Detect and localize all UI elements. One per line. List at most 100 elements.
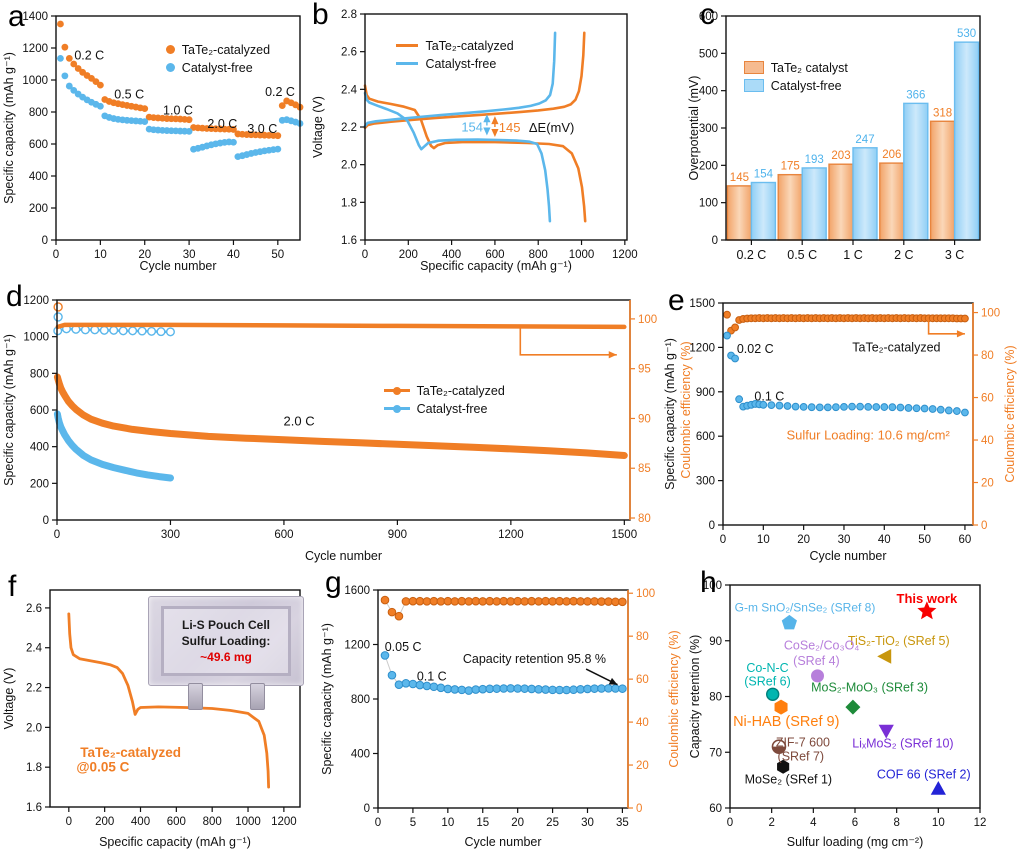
svg-text:0.2 C: 0.2 C [736, 248, 766, 262]
svg-text:1.8: 1.8 [26, 762, 42, 774]
svg-text:95: 95 [638, 364, 651, 376]
bar-value-label: 203 [831, 150, 850, 162]
legend: TaTe₂ catalyst Catalyst-free [743, 61, 848, 93]
legend-item: Catalyst-free [383, 402, 505, 416]
pouch-loading-value: ~49.6 mg [200, 649, 252, 664]
legend-marker [743, 79, 764, 93]
svg-text:0: 0 [709, 520, 715, 532]
legend: TaTe₂-catalyzed Catalyst-free [383, 383, 505, 416]
legend-marker [165, 45, 175, 55]
annotation-text: TiS₂-TiO₂ (SRef 5) [848, 634, 950, 648]
svg-text:0: 0 [712, 235, 718, 247]
plot-box [377, 589, 629, 809]
svg-text:900: 900 [388, 529, 407, 541]
svg-text:80: 80 [636, 631, 649, 643]
panel-label-a: a [8, 0, 25, 33]
svg-text:20: 20 [981, 478, 994, 490]
y2-axis-title: Coulombic efficiency (%) [1003, 345, 1017, 482]
bar-0.2 C-0 [726, 185, 753, 241]
x-axis-title: Specific capacity (mAh g⁻¹) [420, 259, 572, 273]
svg-text:80: 80 [638, 513, 651, 525]
bar-value-label: 193 [805, 154, 824, 166]
data-point-ni-hab [774, 699, 788, 715]
chart-canvas-c: 145 154 175 193 203 247 206 366 318 530 0.2 C 0.5 C… [688, 11, 981, 262]
svg-text:2.2: 2.2 [26, 683, 42, 695]
svg-text:10: 10 [932, 817, 945, 829]
bar-value-label: 366 [906, 89, 925, 101]
svg-text:800: 800 [529, 249, 548, 261]
legend-item: Catalyst-free [396, 57, 513, 71]
chart-canvas-e: 0 10 20 30 40 50 60030060090012001500020406080… [663, 298, 1017, 563]
series-layer [723, 310, 969, 417]
axis-ticks: 0 2 4 6 8 10 12 60 70 80 90 100 [703, 580, 987, 829]
svg-text:1200: 1200 [271, 816, 297, 828]
chart-canvas-d: 0 300 600 900 1200 1500 0 200 400 600 800 1000 1200 8… [2, 295, 693, 563]
plot-box [49, 589, 301, 808]
svg-text:1600: 1600 [344, 585, 370, 597]
pouch-tab-left [188, 683, 203, 710]
legend-label: TaTe₂-catalyzed [416, 383, 505, 398]
svg-text:35: 35 [616, 817, 629, 829]
legend-label: Catalyst-free [425, 56, 497, 71]
svg-text:50: 50 [918, 534, 931, 546]
axis-ticks: 0 200 400 600 800 1000 1200 1.6 1.8 2.0 2.2 2.4 2.6 2… [341, 9, 638, 261]
svg-text:2 C: 2 C [894, 248, 913, 262]
svg-text:1000: 1000 [569, 249, 595, 261]
svg-text:600: 600 [485, 249, 504, 261]
chart-canvas-f: 0 200 400 600 800 1000 1200 1.6 1.8 2.0 2.2 2.4 2.6 S… [2, 589, 301, 849]
data-point-zif-7-600 [771, 739, 787, 754]
svg-text:200: 200 [95, 816, 114, 828]
panel-h-literature-comparison: h 0 2 4 6 8 10 12 60 70 80 90 100 Sulfur loading (mg… [688, 568, 1024, 854]
y2-axis-title: Coulombic efficiency (%) [679, 341, 693, 478]
svg-text:20: 20 [511, 817, 524, 829]
annotation-text: (SRef 6) [744, 674, 791, 688]
pouch-title: Li-S Pouch Cell [181, 617, 270, 632]
legend: TaTe₂-catalyzed Catalyst-free [396, 39, 514, 71]
svg-text:800: 800 [351, 694, 370, 706]
series-layer [67, 612, 270, 789]
svg-text:60: 60 [709, 803, 722, 815]
svg-text:80: 80 [981, 350, 994, 362]
panel-e-high-loading-cycling: e 0 10 20 30 40 50 60 0 300 600 900 1200 1500 0 20 40 60… [660, 278, 1024, 568]
annotation-text: 0.02 C [737, 342, 774, 356]
annotation-text: 0.2 C [74, 48, 104, 62]
svg-text:6: 6 [852, 817, 858, 829]
axis-ticks: 0 5 10 15 20 25 30 35 0 400 800 1200 1600 0 20 40 60 80 10… [344, 585, 655, 829]
legend-label: Catalyst-free [770, 78, 842, 93]
annotation-text: 2.0 C [207, 117, 237, 131]
legend-item: TaTe₂ catalyst [743, 61, 848, 75]
bar-3 C-1 [953, 41, 980, 241]
svg-text:600: 600 [29, 139, 48, 151]
legend: TaTe₂-catalyzed Catalyst-free [165, 43, 270, 75]
svg-text:1200: 1200 [22, 43, 48, 55]
bar-0.5 C-0 [777, 173, 803, 241]
legend-marker [743, 61, 764, 75]
bar-value-label: 247 [855, 134, 874, 146]
annotation-text: Co-N-C [746, 661, 788, 675]
bar-value-label: 530 [957, 28, 976, 40]
svg-text:1000: 1000 [22, 75, 48, 87]
svg-text:20: 20 [138, 249, 151, 261]
annotation-text: LiₓMoS₂ (SRef 10) [852, 737, 953, 751]
series-layer [363, 31, 587, 223]
svg-text:0: 0 [727, 817, 733, 829]
svg-text:0: 0 [53, 249, 59, 261]
plot-box [55, 15, 301, 241]
annotation-text: 2.0 C [284, 413, 315, 428]
svg-text:30: 30 [838, 534, 851, 546]
y-axis-title: Specific capacity (mAh g⁻¹) [2, 52, 16, 204]
y-axis-title: Voltage (V) [2, 668, 16, 730]
series-tate-catalyzed [57, 20, 304, 140]
annotation-text: Capacity retention 95.8 % [463, 652, 606, 666]
annotation-text: 1.0 C [163, 103, 193, 117]
svg-text:25: 25 [546, 817, 559, 829]
axis-ticks: 0 300 600 900 1200 1500 0 200 400 600 800 1000 1200 8… [23, 295, 657, 541]
panel-f-pouch-cell: f Li-S Pouch Cell Sulfur Loading: ~49.6 … [0, 568, 318, 854]
svg-text:0: 0 [375, 817, 381, 829]
data-point-co-n-c [766, 687, 780, 701]
data-point-cof-66 [930, 781, 946, 795]
svg-text:40: 40 [878, 534, 891, 546]
chart-canvas-h: 0 2 4 6 8 10 12 60 70 80 90 100 Sulfur loading (mg c… [688, 580, 987, 849]
x-axis-title: Cycle number [809, 549, 886, 563]
svg-text:80: 80 [709, 692, 722, 704]
